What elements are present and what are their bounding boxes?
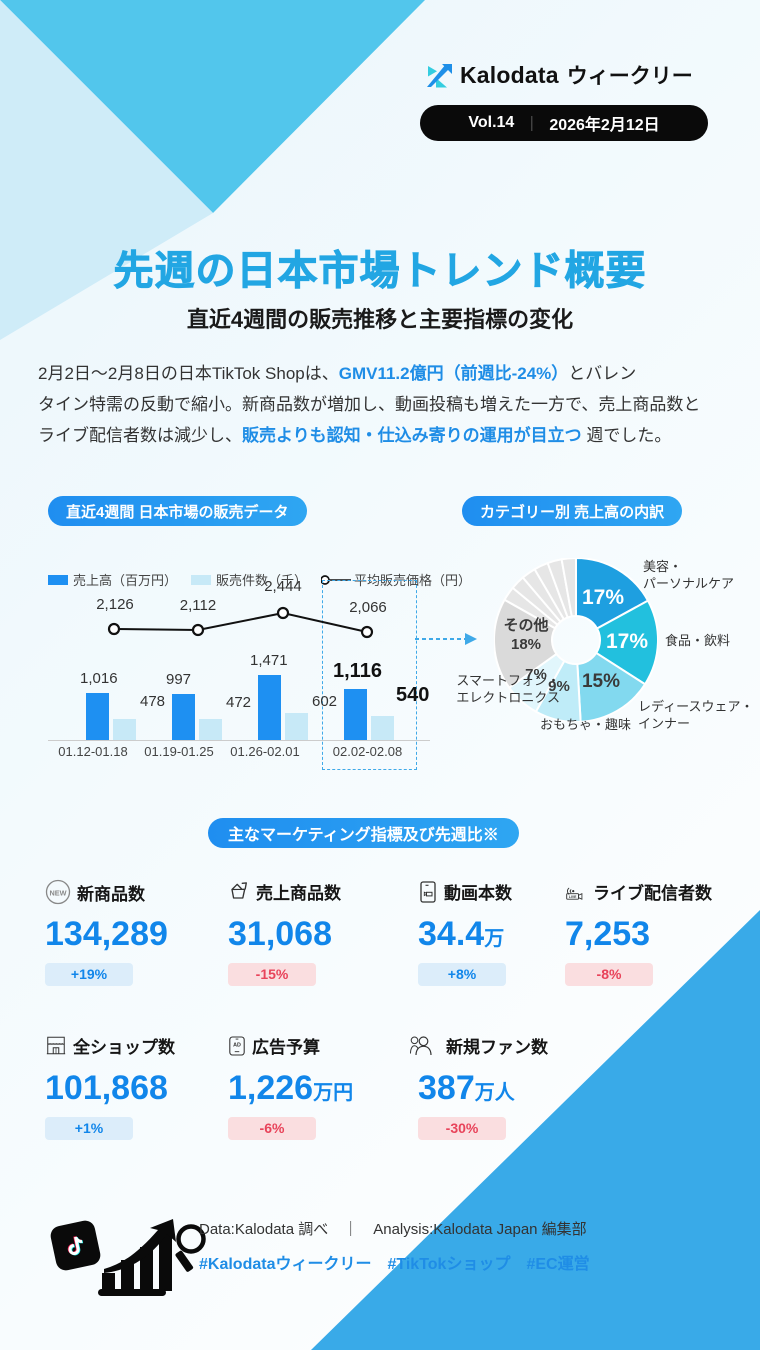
svg-text:NEW: NEW <box>49 889 66 898</box>
svg-text:LIVE: LIVE <box>569 894 577 898</box>
svg-text:AD: AD <box>233 1042 241 1048</box>
